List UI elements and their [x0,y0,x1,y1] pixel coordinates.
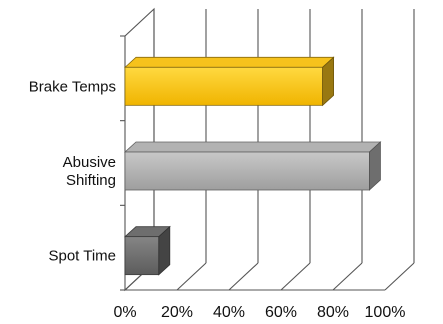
bar [123,225,171,276]
x-tick-label: 100% [365,304,406,321]
category-label: Brake Temps [29,78,116,95]
bar-top-face [123,141,382,153]
axis-labels: Brake Temps Abusive Shifting Spot Time 0% 20%… [29,78,406,321]
bar-side-face [158,225,171,276]
x-tick-label: 20% [161,304,193,321]
x-tick-label: 80% [317,304,349,321]
category-label: Abusive Shifting [63,154,116,189]
bar-front-face [124,151,370,191]
chart-grid [120,7,415,292]
bar [123,141,382,191]
bar [123,56,335,107]
x-tick-label: 0% [113,304,136,321]
floor-gridline [228,262,259,291]
x-tick-label: 40% [213,304,245,321]
bar-front-face [124,236,160,276]
floor-gridline [384,262,415,291]
category-label: Spot Time [48,248,116,265]
floor-gridline [280,262,311,291]
bar-front-face [124,66,324,106]
floor-gridline [332,262,363,291]
bar-side-face [322,56,334,107]
bar-top-face [123,56,335,68]
floor-gridline [176,262,207,291]
x-tick-label: 60% [265,304,297,321]
bar-series [123,56,382,276]
bar-side-face [369,141,381,191]
